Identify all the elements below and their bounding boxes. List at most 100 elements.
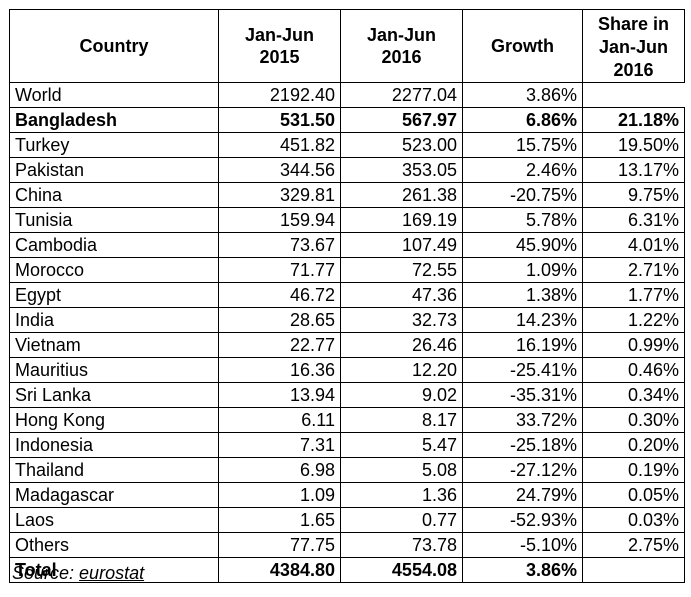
cell-country: Indonesia — [9, 432, 219, 458]
source-prefix: Source: — [12, 563, 80, 583]
cell-jan-jun-2016: 8.17 — [340, 407, 463, 433]
cell-country: World — [9, 82, 219, 108]
cell-growth: 24.79% — [462, 482, 583, 508]
cell-growth: 14.23% — [462, 307, 583, 333]
cell-share: 2.71% — [582, 257, 685, 283]
cell-country: Vietnam — [9, 332, 219, 358]
table-row: Vietnam 22.77 26.46 16.19% 0.99% — [9, 332, 685, 358]
cell-jan-jun-2015: 46.72 — [218, 282, 341, 308]
cell-total-label: Total — [9, 557, 219, 583]
cell-jan-jun-2016: 9.02 — [340, 382, 463, 408]
cell-jan-jun-2016: 107.49 — [340, 232, 463, 258]
cell-share: 2.75% — [582, 532, 685, 558]
trade-table: Country Jan-Jun 2015 Jan-Jun 2016 Growth… — [9, 9, 685, 583]
cell-jan-jun-2015: 344.56 — [218, 157, 341, 183]
cell-country: Tunisia — [9, 207, 219, 233]
cell-share: 21.18% — [582, 107, 685, 133]
header-2015-line1: Jan-Jun — [244, 25, 314, 45]
header-2016-line1: Jan-Jun — [366, 25, 436, 45]
header-share: Share in Jan-Jun 2016 — [582, 9, 685, 83]
cell-growth: -20.75% — [462, 182, 583, 208]
cell-jan-jun-2016: 1.36 — [340, 482, 463, 508]
cell-jan-jun-2015: 531.50 — [218, 107, 341, 133]
table-row: Tunisia 159.94 169.19 5.78% 6.31% — [9, 207, 685, 233]
cell-jan-jun-2016: 32.73 — [340, 307, 463, 333]
cell-growth: -5.10% — [462, 532, 583, 558]
cell-jan-jun-2015: 73.67 — [218, 232, 341, 258]
cell-share: 9.75% — [582, 182, 685, 208]
cell-growth: 1.38% — [462, 282, 583, 308]
header-country: Country — [9, 9, 219, 83]
cell-jan-jun-2016: 26.46 — [340, 332, 463, 358]
cell-growth: 1.09% — [462, 257, 583, 283]
cell-share: 19.50% — [582, 132, 685, 158]
cell-jan-jun-2015: 451.82 — [218, 132, 341, 158]
header-share-line1: Share in — [597, 14, 670, 34]
cell-share: 0.03% — [582, 507, 685, 533]
table-row: Sri Lanka 13.94 9.02 -35.31% 0.34% — [9, 382, 685, 408]
cell-jan-jun-2016: 73.78 — [340, 532, 463, 558]
header-share-line3: 2016 — [613, 60, 654, 80]
cell-jan-jun-2015: 6.11 — [218, 407, 341, 433]
table-row: Mauritius 16.36 12.20 -25.41% 0.46% — [9, 357, 685, 383]
cell-growth: 6.86% — [462, 107, 583, 133]
table-row: Indonesia 7.31 5.47 -25.18% 0.20% — [9, 432, 685, 458]
cell-country: Mauritius — [9, 357, 219, 383]
cell-total-2015: 4384.80 — [218, 557, 341, 583]
table-row: Egypt 46.72 47.36 1.38% 1.77% — [9, 282, 685, 308]
header-row: Country Jan-Jun 2015 Jan-Jun 2016 Growth… — [9, 9, 685, 83]
cell-share: 1.77% — [582, 282, 685, 308]
table-row: Hong Kong 6.11 8.17 33.72% 0.30% — [9, 407, 685, 433]
cell-jan-jun-2015: 13.94 — [218, 382, 341, 408]
cell-jan-jun-2016: 12.20 — [340, 357, 463, 383]
header-jan-jun-2015: Jan-Jun 2015 — [218, 9, 341, 83]
cell-growth: 5.78% — [462, 207, 583, 233]
source-name: eurostat — [79, 563, 145, 583]
cell-jan-jun-2016: 169.19 — [340, 207, 463, 233]
cell-total-growth: 3.86% — [462, 557, 583, 583]
header-2016-line2: 2016 — [381, 47, 422, 67]
table-row: Cambodia 73.67 107.49 45.90% 4.01% — [9, 232, 685, 258]
cell-share: 0.34% — [582, 382, 685, 408]
table-row: Bangladesh 531.50 567.97 6.86% 21.18% — [9, 107, 685, 133]
cell-growth: -35.31% — [462, 382, 583, 408]
cell-country: India — [9, 307, 219, 333]
cell-jan-jun-2015: 77.75 — [218, 532, 341, 558]
cell-country: Bangladesh — [9, 107, 219, 133]
header-2015-line2: 2015 — [259, 47, 300, 67]
cell-jan-jun-2016: 47.36 — [340, 282, 463, 308]
cell-jan-jun-2016: 0.77 — [340, 507, 463, 533]
table-row: World 2192.40 2277.04 3.86% — [9, 82, 685, 108]
cell-growth: -27.12% — [462, 457, 583, 483]
cell-jan-jun-2015: 159.94 — [218, 207, 341, 233]
cell-growth: 16.19% — [462, 332, 583, 358]
source-note: Source: eurostat — [12, 563, 144, 584]
cell-jan-jun-2015: 2192.40 — [218, 82, 341, 108]
cell-growth: 15.75% — [462, 132, 583, 158]
cell-growth: 3.86% — [462, 82, 583, 108]
cell-country: Turkey — [9, 132, 219, 158]
cell-jan-jun-2015: 7.31 — [218, 432, 341, 458]
header-jan-jun-2016: Jan-Jun 2016 — [340, 9, 463, 83]
cell-jan-jun-2015: 71.77 — [218, 257, 341, 283]
cell-share: 0.05% — [582, 482, 685, 508]
cell-share: 4.01% — [582, 232, 685, 258]
cell-jan-jun-2015: 1.65 — [218, 507, 341, 533]
cell-share: 1.22% — [582, 307, 685, 333]
cell-jan-jun-2015: 28.65 — [218, 307, 341, 333]
cell-jan-jun-2015: 329.81 — [218, 182, 341, 208]
cell-country: Others — [9, 532, 219, 558]
cell-total-2016: 4554.08 — [340, 557, 463, 583]
cell-share: 13.17% — [582, 157, 685, 183]
cell-share: 6.31% — [582, 207, 685, 233]
cell-total-share — [582, 557, 685, 583]
header-growth: Growth — [462, 9, 583, 83]
table-row: Madagascar 1.09 1.36 24.79% 0.05% — [9, 482, 685, 508]
cell-share: 0.30% — [582, 407, 685, 433]
cell-country: China — [9, 182, 219, 208]
cell-share: 0.99% — [582, 332, 685, 358]
header-share-line2: Jan-Jun — [598, 37, 668, 57]
total-row: Total 4384.80 4554.08 3.86% — [9, 557, 685, 583]
cell-share: 0.20% — [582, 432, 685, 458]
table-row: Others 77.75 73.78 -5.10% 2.75% — [9, 532, 685, 558]
